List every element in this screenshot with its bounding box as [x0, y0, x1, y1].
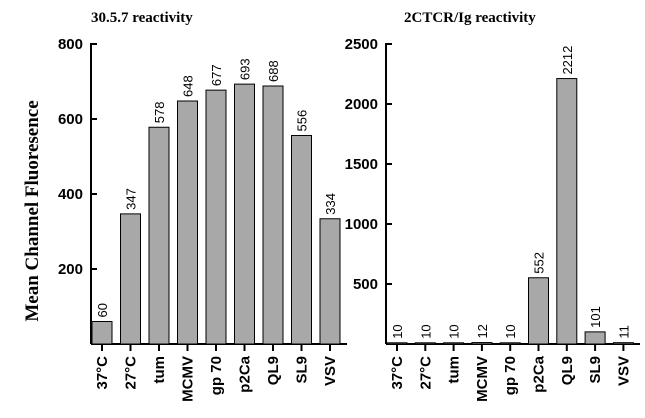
x-tick-label: 37°C [389, 356, 406, 390]
x-tick-label: tum [151, 356, 168, 384]
bar [471, 342, 493, 345]
bar [584, 331, 606, 345]
x-tick-label: QL9 [265, 356, 282, 385]
bar [177, 100, 198, 345]
bar [148, 126, 170, 345]
bar-value-label: 60 [95, 303, 110, 317]
y-tick-label: 600 [58, 111, 83, 128]
bar [91, 321, 113, 345]
bar-value-label: 10 [503, 324, 518, 338]
bar [556, 78, 578, 345]
bar-value-label: 10 [447, 324, 462, 338]
x-tick-label: gp 70 [502, 356, 519, 395]
bar [291, 135, 312, 345]
x-tick-label: QL9 [559, 356, 576, 385]
bar [612, 342, 634, 345]
x-tick-label: VSV [322, 356, 339, 386]
bar [386, 342, 408, 345]
y-tick-label: 800 [58, 36, 83, 53]
bar [205, 89, 227, 345]
y-tick-label: 2000 [345, 96, 378, 113]
chart-panel-left: 30.5.7 reactivity 200 400 600 800 60 37°C 347 2… [58, 10, 347, 402]
bar [120, 213, 141, 345]
y-axis-label: Mean Channel Fluoresence [22, 100, 43, 321]
y-tick-label: 1500 [345, 156, 378, 173]
chart-panel-right: 2CTCR/Ig reactivity 500 1000 1500 2000 2500 1… [345, 10, 640, 402]
y-tick-label: 500 [353, 276, 378, 293]
x-tick-label: MCMV [180, 356, 197, 402]
y-tick-label: 200 [58, 261, 83, 278]
bar-value-label: 101 [588, 306, 603, 328]
bar [528, 277, 549, 345]
bar-value-label: 552 [532, 252, 547, 274]
bar [319, 218, 341, 345]
bar-value-label: 10 [390, 324, 405, 338]
x-tick-label: tum [446, 356, 463, 384]
y-tick-label: 2500 [345, 36, 378, 53]
bar-value-label: 10 [418, 324, 433, 338]
bar [499, 342, 521, 345]
bar-value-label: 578 [152, 102, 167, 124]
bar [443, 342, 465, 345]
bar [414, 342, 436, 345]
x-tick-label: 27°C [123, 356, 140, 390]
x-tick-label: gp 70 [208, 356, 225, 395]
bar-value-label: 11 [616, 325, 631, 339]
x-tick-label: SL9 [294, 356, 311, 384]
x-tick-label: 27°C [417, 356, 434, 390]
bar-value-label: 677 [209, 64, 224, 86]
bar [262, 85, 284, 345]
y-tick-label: 1000 [345, 216, 378, 233]
x-tick-label: SL9 [587, 356, 604, 384]
bar-value-label: 648 [181, 75, 196, 97]
x-tick-label: VSV [615, 356, 632, 386]
bar-value-label: 12 [475, 324, 490, 338]
x-tick-label: p2Ca [531, 355, 548, 392]
bar-value-label: 334 [323, 193, 338, 215]
chart-title-left: 30.5.7 reactivity [91, 10, 193, 26]
bar-value-label: 347 [124, 188, 139, 210]
x-tick-label: 37°C [94, 356, 111, 390]
bar-value-label: 2212 [560, 46, 575, 75]
bar-value-label: 556 [295, 110, 310, 132]
bar-value-label: 688 [266, 60, 281, 82]
bar-value-label: 693 [238, 58, 253, 80]
x-tick-label: p2Ca [237, 355, 254, 392]
y-tick-label: 400 [58, 186, 83, 203]
bar [234, 83, 255, 345]
x-tick-label: MCMV [474, 356, 491, 402]
chart-title-right: 2CTCR/Ig reactivity [404, 10, 536, 26]
